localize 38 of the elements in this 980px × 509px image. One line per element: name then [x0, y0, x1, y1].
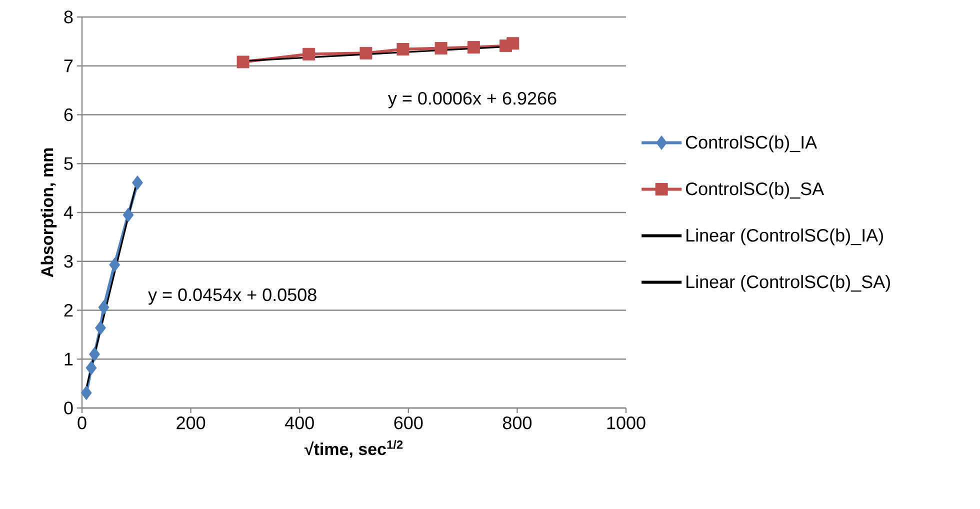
y-tick-label: 5 — [64, 157, 73, 170]
legend-label: Linear (ControlSC(b)_IA) — [686, 228, 883, 246]
point — [434, 42, 448, 55]
x-tick-label: 800 — [502, 416, 532, 430]
y-tick-label: 4 — [64, 206, 73, 219]
legend-label: ControlSC(b)_SA — [686, 182, 824, 199]
point — [132, 175, 143, 190]
legend-label: ControlSC(b)_IA — [686, 135, 818, 152]
point — [80, 386, 92, 400]
x-tick-label: 0 — [78, 416, 86, 430]
y-tick-label: 0 — [64, 402, 73, 414]
point — [89, 346, 100, 362]
y-axis-title: Absorption, mm — [40, 148, 57, 278]
x-tick-label: 1000 — [607, 416, 646, 430]
point — [86, 360, 97, 376]
x-tick-label: 600 — [394, 416, 423, 430]
y-tick-label: 7 — [64, 60, 73, 72]
y-tick-label: 3 — [64, 255, 73, 268]
y-tick-label: 6 — [64, 108, 73, 122]
x-tick-label: 200 — [176, 416, 206, 430]
annotation: y = 0.0454x + 0.0508 — [148, 288, 316, 305]
point — [98, 300, 110, 315]
legend-label: Linear (ControlSC(b)_SA) — [686, 275, 890, 292]
point — [396, 43, 410, 56]
point — [360, 46, 372, 60]
point — [236, 56, 250, 68]
annotation: y = 0.0006x + 6.9266 — [388, 92, 556, 108]
y-tick-label: 1 — [64, 352, 73, 366]
y-tick-label: 2 — [64, 304, 73, 317]
x-axis-title: √time, sec$^{1/2}$ — [304, 440, 403, 458]
point — [122, 208, 134, 222]
point — [302, 48, 316, 60]
y-tick-label: 8 — [64, 10, 73, 24]
point — [109, 258, 120, 272]
x-tick-label: 400 — [284, 416, 314, 430]
point — [467, 41, 480, 54]
point — [94, 320, 106, 336]
point — [506, 37, 520, 50]
